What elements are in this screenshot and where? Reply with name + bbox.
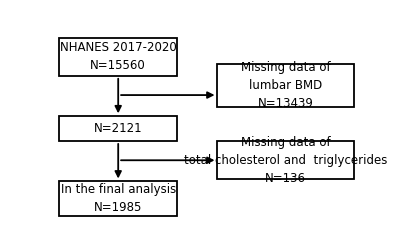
FancyBboxPatch shape <box>218 141 354 180</box>
FancyBboxPatch shape <box>218 64 354 107</box>
FancyBboxPatch shape <box>59 38 177 76</box>
Text: Missing data of
total cholesterol and  triglycerides
N=136: Missing data of total cholesterol and tr… <box>184 136 387 185</box>
FancyBboxPatch shape <box>59 181 177 216</box>
Text: In the final analysis
N=1985: In the final analysis N=1985 <box>60 183 176 214</box>
FancyBboxPatch shape <box>59 116 177 141</box>
Text: Missing data of
lumbar BMD
N=13439: Missing data of lumbar BMD N=13439 <box>241 61 330 110</box>
Text: NHANES 2017-2020
N=15560: NHANES 2017-2020 N=15560 <box>60 41 176 72</box>
Text: N=2121: N=2121 <box>94 122 142 135</box>
